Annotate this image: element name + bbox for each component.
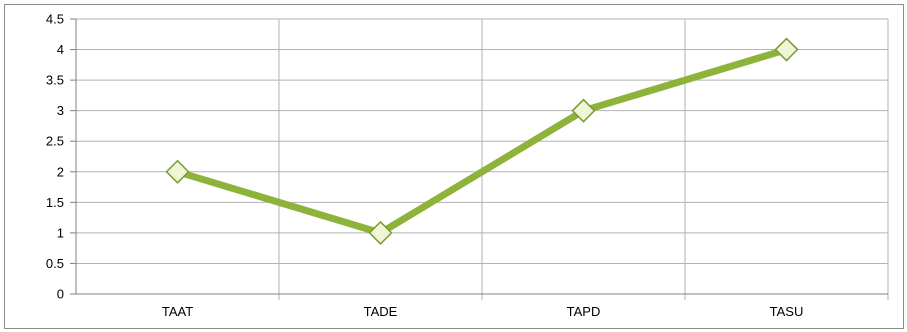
data-point-marker	[571, 98, 596, 123]
y-tick-label: 2	[57, 164, 64, 179]
x-tick-label: TASU	[770, 304, 804, 319]
x-tick-label: TADE	[364, 304, 398, 319]
y-tick-labels: 0 0.5 1 1.5 2 2.5 3 3.5 4 4.5	[46, 12, 64, 302]
axes	[75, 19, 888, 295]
data-point-marker	[368, 220, 393, 245]
series	[165, 37, 799, 245]
y-tick-label: 0.5	[46, 256, 64, 271]
y-tick-label: 1	[57, 225, 64, 240]
y-tick-label: 4.5	[46, 12, 64, 27]
y-tick-label: 0	[57, 287, 64, 302]
data-point-marker	[774, 37, 799, 62]
gridlines	[70, 18, 889, 300]
y-tick-label: 3	[57, 103, 64, 118]
y-tick-label: 3.5	[46, 73, 64, 88]
data-point-marker	[165, 159, 190, 184]
y-tick-label: 4	[57, 42, 64, 57]
x-tick-label: TAPD	[567, 304, 601, 319]
series-line	[174, 46, 790, 237]
y-tick-label: 2.5	[46, 134, 64, 149]
x-tick-label: TAAT	[162, 304, 193, 319]
x-tick-labels: TAAT TADE TAPD TASU	[162, 304, 804, 319]
y-tick-label: 1.5	[46, 195, 64, 210]
